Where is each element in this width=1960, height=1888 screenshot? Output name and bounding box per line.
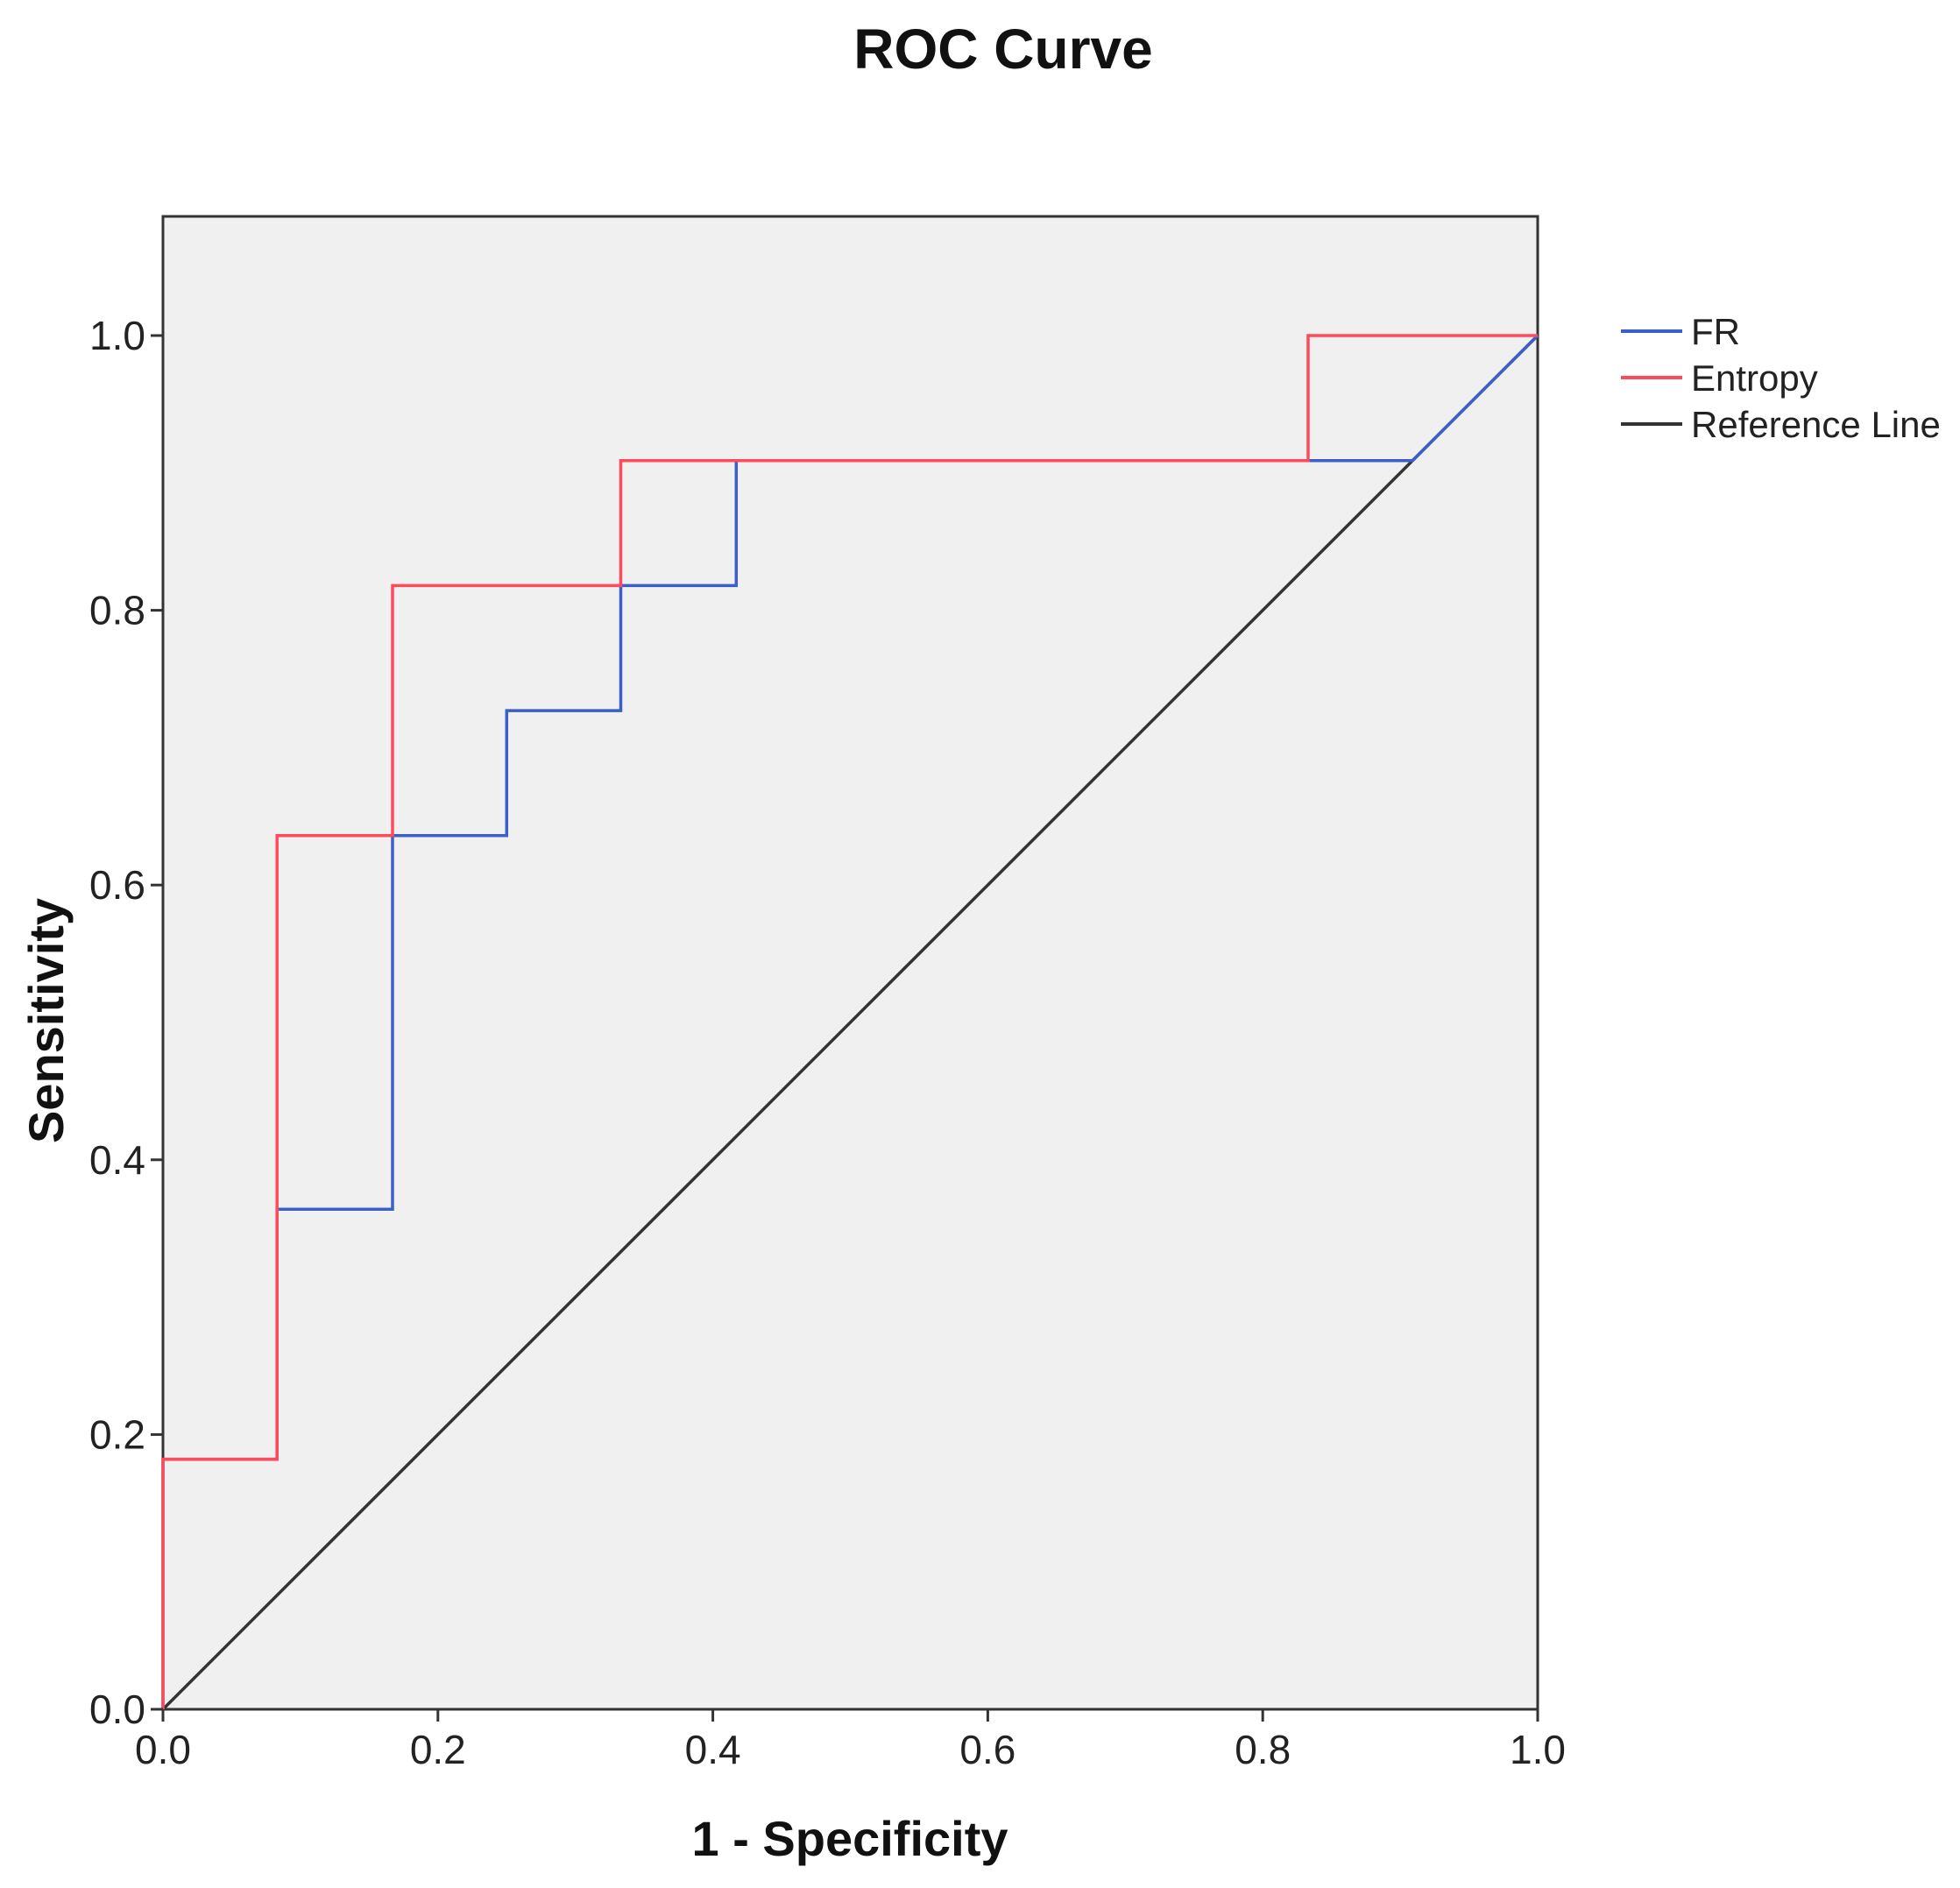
legend-label-fr: FR bbox=[1691, 311, 1740, 352]
legend-label-entropy: Entropy bbox=[1691, 357, 1818, 399]
x-axis-title: 1 - Specificity bbox=[691, 1811, 1008, 1866]
y-axis-title: Sensitivity bbox=[18, 898, 74, 1143]
chart-title: ROC Curve bbox=[853, 18, 1152, 81]
series-reference-line-line bbox=[161, 334, 1539, 1711]
x-tick-label: 0.6 bbox=[959, 1727, 1015, 1772]
y-tick-label: 0.2 bbox=[89, 1411, 145, 1457]
legend-label-reference-line: Reference Line bbox=[1691, 404, 1941, 445]
axis-layer: 0.0 0.2 0.4 0.6 0.8 1.0 0.0 0.2 0.4 0.6 0.8 1.0 bbox=[89, 313, 1566, 1772]
x-tick-label: 0.2 bbox=[410, 1727, 466, 1772]
y-tick-label: 0.0 bbox=[89, 1686, 145, 1732]
series-layer bbox=[161, 334, 1539, 1711]
series-entropy-line bbox=[161, 334, 1538, 1709]
y-tick-label: 0.4 bbox=[89, 1137, 145, 1183]
legend: FR Entropy Reference Line bbox=[1621, 311, 1941, 445]
plot-area bbox=[161, 215, 1539, 1711]
x-tick-label: 0.0 bbox=[135, 1727, 191, 1772]
x-tick-label: 0.8 bbox=[1235, 1727, 1291, 1772]
y-tick-label: 1.0 bbox=[89, 313, 145, 358]
y-tick-label: 0.6 bbox=[89, 862, 145, 908]
x-tick-label: 1.0 bbox=[1510, 1727, 1566, 1772]
y-tick-label: 0.8 bbox=[89, 588, 145, 633]
x-tick-label: 0.4 bbox=[685, 1727, 741, 1772]
